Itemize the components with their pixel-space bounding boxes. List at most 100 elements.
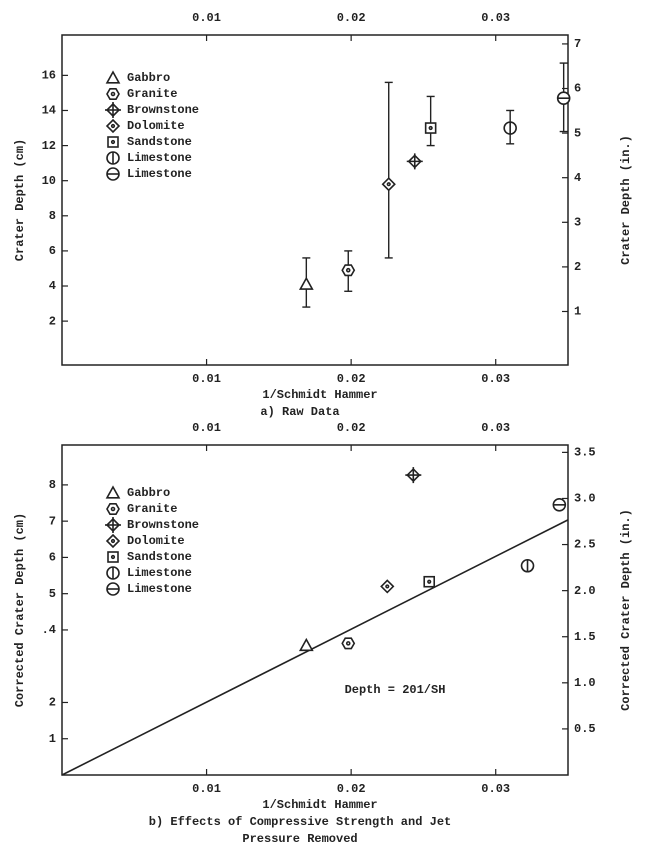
legend-marker-part xyxy=(105,70,121,84)
caption: b) Effects of Compressive Strength and J… xyxy=(149,815,451,829)
legend-marker xyxy=(106,566,120,580)
legend-marker xyxy=(106,151,120,165)
x-tick-label: 0.03 xyxy=(481,782,510,796)
point xyxy=(406,153,423,170)
y2-tick-label: 1.0 xyxy=(574,676,596,690)
point-part xyxy=(345,267,351,273)
point xyxy=(405,467,422,484)
y-axis-label: Corrected Crater Depth (cm) xyxy=(13,513,27,707)
legend-marker-part xyxy=(110,139,116,145)
point xyxy=(381,177,396,192)
y-tick-label: 8 xyxy=(49,478,56,492)
legend-marker xyxy=(105,102,121,118)
legend-label: Sandstone xyxy=(127,135,192,149)
legend-marker xyxy=(105,118,121,134)
y2-tick-label: 3 xyxy=(574,215,581,229)
legend-marker xyxy=(105,485,121,499)
point-part xyxy=(428,125,433,131)
caption: a) Raw Data xyxy=(260,405,339,419)
legend-label: Gabbro xyxy=(127,71,170,85)
point-part xyxy=(427,579,432,584)
point xyxy=(423,575,436,588)
y-tick-label: 2 xyxy=(49,314,56,328)
x-axis-label: 1/Schmidt Hammer xyxy=(262,388,377,402)
point xyxy=(298,637,314,652)
y2-tick-label: 1 xyxy=(574,305,581,319)
point xyxy=(380,579,395,594)
y-tick-label: 5 xyxy=(49,587,56,601)
y2-tick-label: 3.5 xyxy=(574,446,596,460)
legend-marker xyxy=(105,70,121,84)
point xyxy=(341,637,356,650)
y2-tick-label: 0.5 xyxy=(574,722,596,736)
point xyxy=(552,498,567,512)
point xyxy=(520,558,535,573)
legend-marker xyxy=(106,582,120,596)
point-part xyxy=(298,276,314,290)
legend-marker xyxy=(105,517,121,533)
x-tick-label-top: 0.03 xyxy=(481,11,510,25)
point xyxy=(341,264,356,277)
y-tick-label: 6 xyxy=(49,244,56,258)
y-tick-label: 10 xyxy=(42,174,56,188)
y2-tick-label: 2 xyxy=(574,260,581,274)
legend-marker xyxy=(106,88,120,100)
x-tick-label: 0.01 xyxy=(192,782,221,796)
x-tick-label: 0.01 xyxy=(192,372,221,386)
x-axis-label: 1/Schmidt Hammer xyxy=(262,798,377,812)
legend-marker-part xyxy=(110,123,116,129)
y2-tick-label: 5 xyxy=(574,126,581,140)
legend-label: Sandstone xyxy=(127,550,192,564)
y2-tick-label: 2.0 xyxy=(574,584,596,598)
x-tick-label-top: 0.02 xyxy=(337,11,366,25)
legend-marker-part xyxy=(110,538,116,544)
point xyxy=(424,122,437,134)
y2-tick-label: 3.0 xyxy=(574,492,596,506)
legend-label: Brownstone xyxy=(127,518,199,532)
y-tick-label: 8 xyxy=(49,209,56,223)
y-tick-label: 14 xyxy=(42,104,56,118)
legend-label: Gabbro xyxy=(127,486,170,500)
x-tick-label-top: 0.01 xyxy=(192,11,221,25)
y2-axis-label: Corrected Crater Depth (in.) xyxy=(619,509,633,711)
y2-tick-label: 4 xyxy=(574,171,581,185)
legend-marker xyxy=(106,503,120,515)
y-tick-label: 7 xyxy=(49,514,56,528)
legend-marker xyxy=(106,167,120,181)
point xyxy=(556,91,571,105)
y-tick-label: 2 xyxy=(49,696,56,710)
plot-frame xyxy=(61,34,569,366)
legend-label: Limestone xyxy=(127,167,192,181)
x-tick-label: 0.02 xyxy=(337,372,366,386)
y2-tick-label: 2.5 xyxy=(574,538,596,552)
y2-tick-label: 6 xyxy=(574,82,581,96)
x-tick-label: 0.03 xyxy=(481,372,510,386)
caption: Pressure Removed xyxy=(242,832,357,846)
legend-marker-part xyxy=(110,554,116,560)
plot-frame xyxy=(61,444,569,776)
legend-label: Limestone xyxy=(127,582,192,596)
x-tick-label-top: 0.03 xyxy=(481,421,510,435)
y2-tick-label: 1.5 xyxy=(574,630,596,644)
point-part xyxy=(385,584,390,589)
x-tick-label: 0.02 xyxy=(337,782,366,796)
legend-marker-part xyxy=(105,485,121,499)
y-tick-label: 12 xyxy=(42,139,56,153)
y2-tick-label: 7 xyxy=(574,37,581,51)
legend-label: Dolomite xyxy=(127,534,185,548)
legend-label: Dolomite xyxy=(127,119,185,133)
legend-marker-part xyxy=(110,506,116,512)
fit-line xyxy=(61,519,569,776)
point xyxy=(298,276,314,290)
legend-label: Brownstone xyxy=(127,103,199,117)
legend-marker-part xyxy=(110,91,116,97)
legend-label: Granite xyxy=(127,502,177,516)
y2-axis-label: Crater Depth (in.) xyxy=(619,135,633,265)
y-tick-label: 16 xyxy=(42,69,56,83)
legend-label: Limestone xyxy=(127,566,192,580)
y-tick-label: 1 xyxy=(49,732,56,746)
x-tick-label-top: 0.01 xyxy=(192,421,221,435)
point-part xyxy=(345,641,351,646)
x-tick-label-top: 0.02 xyxy=(337,421,366,435)
